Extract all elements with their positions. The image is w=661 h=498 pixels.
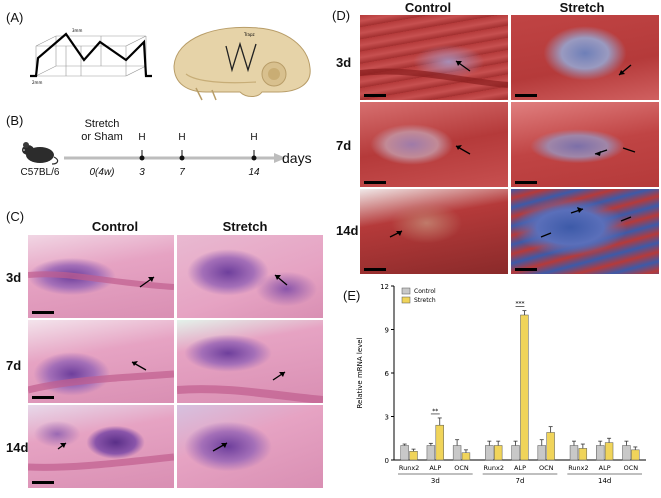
bar-stretch — [631, 449, 640, 461]
bar-stretch — [409, 451, 418, 461]
panel-b-label: (B) — [6, 113, 24, 128]
row-label: 3d — [336, 55, 352, 70]
bar-control — [452, 445, 462, 461]
category-label: OCN — [624, 464, 639, 472]
bar-control — [622, 445, 631, 461]
dimension-label: 3mm — [72, 28, 82, 33]
bar-control — [485, 445, 494, 461]
stretch-or-sham-label: Stretch or Sham — [81, 118, 123, 143]
trichrome-micrograph-control-3d — [360, 15, 508, 100]
y-tick-label: 3 — [385, 414, 389, 422]
scale-bar — [364, 94, 386, 97]
y-tick-label: 9 — [385, 327, 389, 335]
category-label: ALP — [599, 464, 611, 472]
bar-stretch — [546, 432, 555, 461]
bar-control — [596, 445, 605, 461]
trichrome-micrograph-stretch-14d — [511, 189, 659, 274]
y-tick-label: 6 — [385, 370, 390, 378]
bar-stretch — [435, 424, 444, 461]
stretch-zigzag-diagram: 3mm 2mm — [30, 28, 152, 85]
mouse-icon — [22, 142, 59, 165]
scale-bar — [515, 268, 537, 271]
legend-label: Stretch — [414, 297, 436, 304]
bar-stretch — [604, 442, 614, 461]
skull-label: Trapz — [243, 32, 255, 37]
scale-bar — [364, 181, 386, 184]
category-label: Runx2 — [568, 464, 588, 472]
legend-swatch — [401, 296, 411, 304]
row-label: 14d — [336, 223, 359, 238]
mrna-bar-chart: 0 3 6 9 12 Relative mRNA level Control Stretch R… — [356, 283, 646, 485]
timeline-day-tick: 14 — [248, 167, 260, 178]
row-label: 7d — [336, 138, 352, 153]
he-micrograph-stretch-7d — [177, 320, 323, 403]
strain-label: C57BL/6 — [20, 167, 60, 178]
panel-a-label: (A) — [6, 10, 24, 25]
scale-bar — [364, 268, 386, 271]
he-micrograph-control-14d — [28, 405, 174, 488]
row-label: 3d — [6, 270, 22, 285]
panel-c-label: (C) — [6, 209, 25, 224]
significance-label: ** — [432, 408, 438, 415]
column-header-control: Control — [404, 0, 452, 15]
trichrome-micrograph-stretch-3d — [511, 15, 659, 100]
category-label: ALP — [429, 464, 441, 472]
trichrome-micrograph-stretch-7d — [511, 102, 659, 187]
group-label: 3d — [431, 477, 440, 485]
harvest-mark: H — [250, 132, 258, 143]
scale-bar — [32, 311, 54, 314]
timeline-day-tick: 3 — [139, 167, 145, 178]
legend-swatch — [401, 287, 411, 295]
bar-control — [511, 445, 520, 461]
category-label: Runx2 — [399, 464, 419, 472]
y-axis-label: Relative mRNA level — [356, 337, 364, 408]
timeline-day-tick: 7 — [179, 167, 185, 178]
trichrome-micrograph-control-14d — [360, 189, 508, 274]
he-micrograph-control-3d — [28, 235, 174, 318]
mouse-skull-illustration: Trapz — [173, 26, 311, 101]
bar-control — [426, 445, 436, 461]
group-label: 14d — [598, 477, 611, 485]
category-label: Runx2 — [484, 464, 504, 472]
timeline-axis-label: days — [282, 150, 312, 166]
column-header-control: Control — [91, 219, 139, 234]
bar-stretch — [578, 448, 588, 461]
he-micrograph-stretch-3d — [177, 235, 323, 318]
he-micrograph-stretch-14d — [177, 405, 323, 488]
category-label: OCN — [539, 464, 554, 472]
legend-label: Control — [414, 288, 436, 295]
harvest-mark: H — [138, 132, 146, 143]
panel-e-label: (E) — [343, 288, 361, 303]
bar-control — [569, 445, 579, 461]
significance-label: *** — [515, 301, 524, 308]
y-tick-label: 12 — [380, 283, 389, 291]
y-tick-label: 0 — [385, 457, 389, 465]
bar-control — [400, 445, 409, 461]
timeline-start-tick: 0(4w) — [89, 167, 115, 178]
bar-stretch — [494, 445, 503, 461]
column-header-stretch: Stretch — [559, 0, 605, 15]
timeline-axis — [64, 150, 286, 163]
scale-bar — [32, 481, 54, 484]
column-header-stretch: Stretch — [222, 219, 268, 234]
bar-stretch — [520, 314, 529, 461]
trichrome-micrograph-control-7d — [360, 102, 508, 187]
scale-bar — [515, 181, 537, 184]
panel-d-label: (D) — [332, 8, 351, 23]
row-label: 14d — [6, 440, 29, 455]
bar-stretch — [461, 452, 471, 461]
scale-bar — [515, 94, 537, 97]
dimension-label: 2mm — [32, 80, 42, 85]
scale-bar — [32, 396, 54, 399]
bar-control — [537, 445, 546, 461]
harvest-mark: H — [178, 132, 186, 143]
he-micrograph-control-7d — [28, 320, 174, 403]
row-label: 7d — [6, 358, 22, 373]
group-label: 7d — [516, 477, 525, 485]
category-label: ALP — [514, 464, 526, 472]
category-label: OCN — [454, 464, 469, 472]
